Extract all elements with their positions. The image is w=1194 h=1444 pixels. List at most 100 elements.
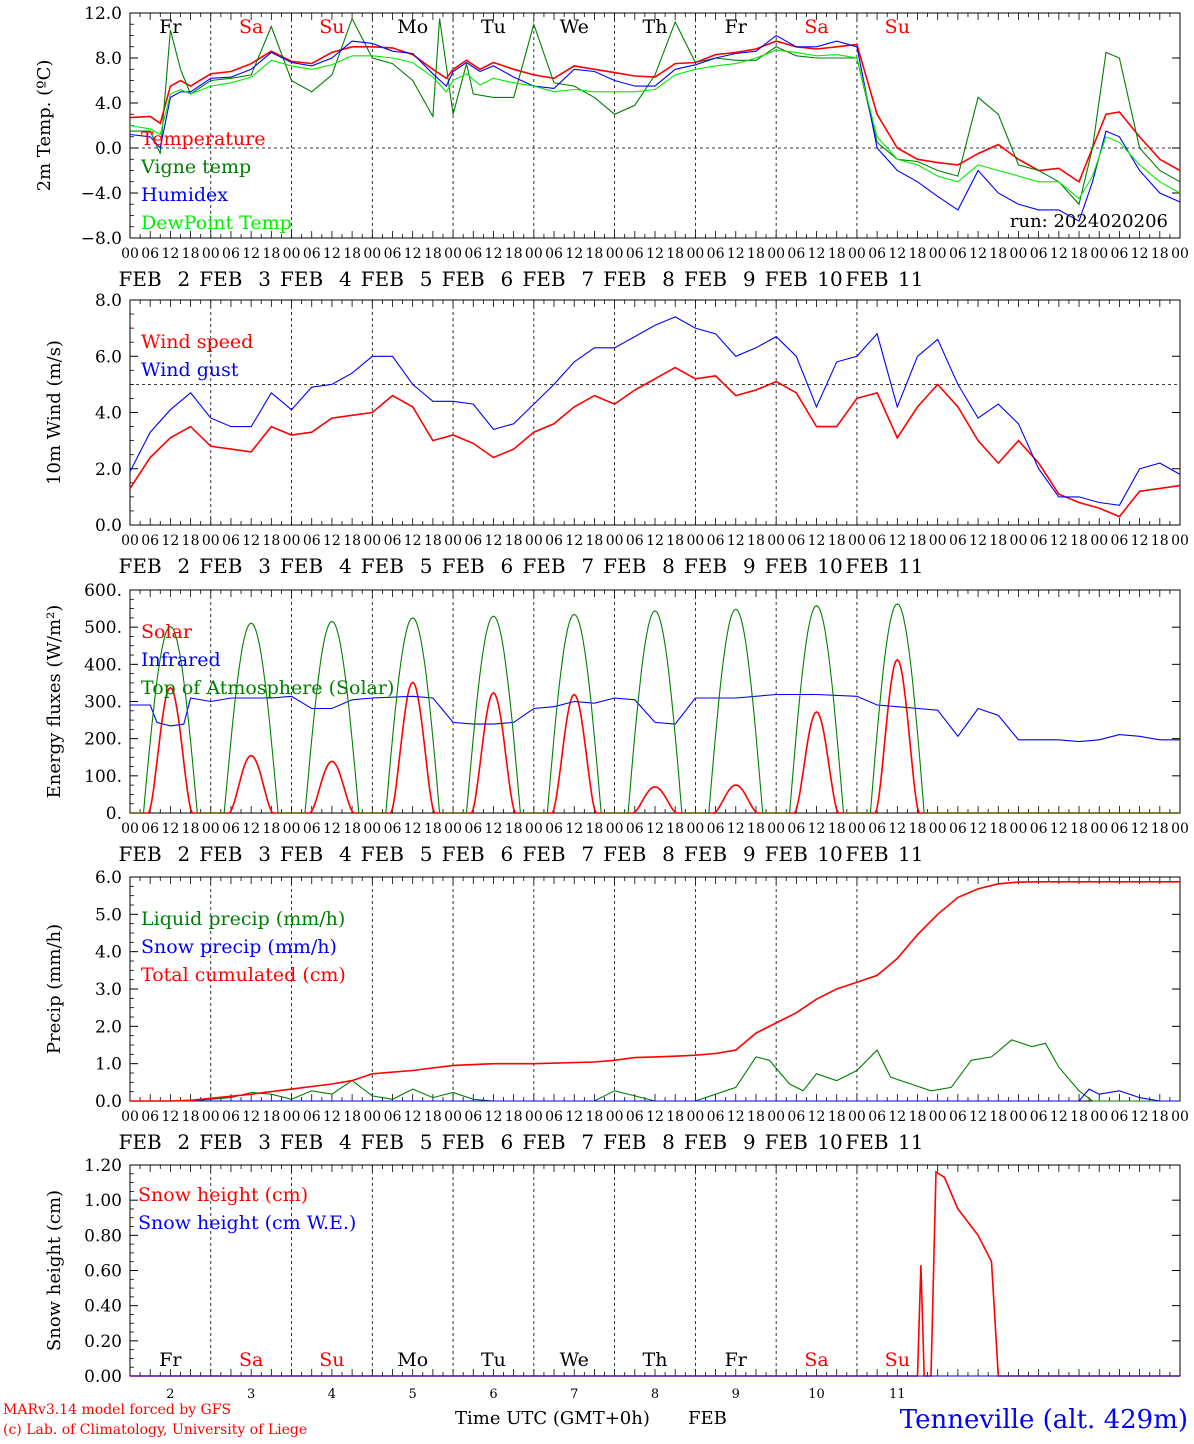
hour-tick-label: 18 [989, 821, 1007, 837]
hour-tick-label: 12 [485, 533, 503, 549]
date-label-month: FEB [361, 554, 404, 578]
series-line-temperature [129, 40, 1181, 184]
series-line-infrared [130, 693, 1180, 743]
hour-tick-label: 12 [323, 821, 341, 837]
date-label-month: FEB [765, 842, 808, 866]
date-label-month: FEB [361, 267, 404, 291]
series-line-wind-speed [129, 366, 1181, 518]
date-label-day: 8 [662, 267, 675, 291]
footer-lab: (c) Lab. of Climatology, University of L… [3, 1422, 307, 1438]
hour-tick-label: 12 [323, 533, 341, 549]
hour-tick-label: 18 [989, 1109, 1007, 1125]
weekday-label: Sa [804, 1349, 828, 1371]
date-label-month: FEB [684, 554, 727, 578]
footer-month: FEB [688, 1408, 727, 1429]
hour-tick-label: 18 [262, 821, 280, 837]
hour-tick-label: 06 [384, 1109, 402, 1125]
hour-tick-label: 00 [606, 1109, 624, 1125]
y-tick-label: 300. [84, 693, 122, 713]
hour-tick-label: 12 [404, 246, 422, 262]
hour-tick-label: 00 [767, 1109, 785, 1125]
hour-tick-label: 12 [969, 533, 987, 549]
day-number-label: 11 [889, 1387, 906, 1402]
hour-tick-label: 18 [262, 246, 280, 262]
hour-tick-label: 00 [363, 821, 381, 837]
y-tick-label: 100. [84, 767, 122, 787]
date-label-month: FEB [280, 554, 323, 578]
hour-tick-label: 06 [1111, 533, 1129, 549]
hour-tick-label: 18 [747, 246, 765, 262]
hour-tick-label: 18 [343, 1109, 361, 1125]
hour-tick-label: 12 [969, 1109, 987, 1125]
hour-tick-label: 06 [545, 246, 563, 262]
hour-tick-label: 06 [545, 533, 563, 549]
date-label-day: 4 [339, 554, 352, 578]
hour-tick-label: 00 [525, 821, 543, 837]
y-tick-label: 2.0 [95, 1017, 122, 1037]
date-label-day: 6 [501, 554, 514, 578]
date-label-month: FEB [442, 842, 485, 866]
hour-tick-label: 00 [444, 821, 462, 837]
y-tick-label: 6.0 [95, 868, 122, 888]
hour-tick-label: 00 [606, 533, 624, 549]
hour-tick-label: 12 [1131, 821, 1149, 837]
hour-tick-label: 00 [1090, 533, 1108, 549]
hour-tick-label: 12 [1050, 821, 1068, 837]
hour-tick-label: 00 [929, 533, 947, 549]
hour-tick-label: 06 [141, 533, 159, 549]
weekday-label: Th [643, 16, 668, 38]
date-label-month: FEB [522, 1130, 565, 1154]
hour-tick-label: 00 [444, 533, 462, 549]
hour-tick-label: 18 [586, 821, 604, 837]
hour-tick-label: 00 [686, 821, 704, 837]
y-axis-label: 2m Temp. (ºC) [34, 60, 55, 192]
hour-tick-label: 06 [787, 821, 805, 837]
hour-tick-label: 06 [949, 246, 967, 262]
hour-tick-label: 12 [888, 246, 906, 262]
hour-tick-label: 00 [606, 246, 624, 262]
weekday-label: Fr [725, 1349, 748, 1371]
hour-tick-label: 12 [323, 246, 341, 262]
hour-tick-label: 18 [424, 1109, 442, 1125]
hour-tick-label: 06 [303, 246, 321, 262]
hour-tick-label: 00 [848, 821, 866, 837]
date-label-day: 2 [177, 554, 190, 578]
date-label-month: FEB [845, 842, 888, 866]
date-label-month: FEB [119, 842, 162, 866]
hour-tick-label: 06 [626, 246, 644, 262]
date-label-day: 3 [258, 1130, 271, 1154]
hour-tick-label: 18 [505, 533, 523, 549]
weekday-label: Tu [481, 16, 506, 38]
hour-tick-label: 00 [202, 1109, 220, 1125]
date-label-day: 8 [662, 1130, 675, 1154]
date-label-month: FEB [199, 1130, 242, 1154]
hour-tick-label: 06 [222, 821, 240, 837]
series-line-snow-height-cm [130, 1170, 1180, 1377]
hour-tick-label: 18 [262, 1109, 280, 1125]
day-number-label: 2 [166, 1387, 174, 1402]
hour-tick-label: 18 [909, 1109, 927, 1125]
day-number-label: 3 [247, 1387, 255, 1402]
hour-tick-label: 00 [121, 533, 139, 549]
hour-tick-label: 06 [707, 1109, 725, 1125]
hour-tick-label: 12 [646, 821, 664, 837]
series-line-total-cumulated-cm [130, 881, 1180, 1102]
date-label-day: 3 [258, 267, 271, 291]
y-axis-label: 10m Wind (m/s) [44, 340, 65, 485]
hour-tick-label: 18 [1070, 533, 1088, 549]
hour-tick-label: 12 [727, 533, 745, 549]
date-label-day: 2 [177, 842, 190, 866]
day-number-label: 9 [732, 1387, 740, 1402]
hour-tick-label: 06 [464, 1109, 482, 1125]
hour-tick-label: 00 [606, 821, 624, 837]
hour-tick-label: 06 [464, 246, 482, 262]
hour-tick-label: 00 [525, 1109, 543, 1125]
hour-tick-label: 18 [182, 533, 200, 549]
date-label-month: FEB [765, 1130, 808, 1154]
hour-tick-label: 18 [424, 533, 442, 549]
hour-tick-label: 06 [1111, 821, 1129, 837]
hour-tick-label: 18 [343, 821, 361, 837]
hour-tick-label: 00 [363, 1109, 381, 1125]
date-label-month: FEB [280, 267, 323, 291]
